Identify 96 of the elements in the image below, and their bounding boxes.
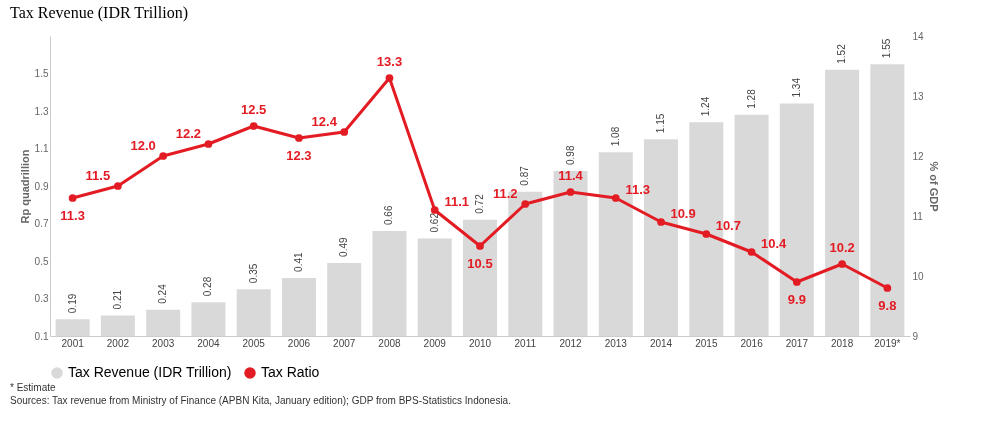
x-tick-label: 2016	[740, 337, 764, 349]
data-label: 12.2	[175, 126, 202, 141]
point	[883, 284, 892, 292]
point	[657, 218, 665, 226]
point	[249, 122, 258, 130]
y2-tick-label: 11	[912, 210, 924, 222]
point	[114, 182, 122, 190]
x-tick-label: 2014	[649, 337, 673, 349]
data-label: 1.24	[700, 96, 712, 117]
point	[702, 230, 711, 238]
y2-tick-label: 13	[912, 90, 925, 102]
source-note: Sources: Tax revenue from Ministry of Finance (APBN Kita, January edition); GDP from BPS-Statistics Indonesia.	[10, 395, 511, 406]
data-label: 10.4	[760, 236, 787, 251]
point	[204, 140, 213, 148]
point	[385, 74, 394, 82]
x-tick-label: 2019*	[874, 337, 901, 349]
point	[295, 134, 303, 142]
data-label: 1.55	[881, 38, 893, 59]
point	[792, 278, 801, 286]
x-tick-label: 2007	[333, 337, 356, 349]
data-label: 0.28	[202, 276, 214, 297]
data-label: 0.98	[564, 145, 576, 165]
data-label: 11.4	[558, 168, 584, 183]
data-label: 1.52	[836, 43, 848, 64]
data-label: 0.21	[111, 289, 123, 310]
x-tick-label: 2009	[423, 337, 447, 349]
point	[476, 242, 484, 250]
data-label: 12.0	[130, 138, 156, 153]
point	[340, 128, 349, 136]
data-label: 11.2	[492, 186, 518, 201]
data-label: 10.9	[670, 206, 696, 221]
data-label: 0.19	[66, 293, 78, 314]
data-label: 9.8	[878, 298, 897, 313]
y-tick-label: 0.3	[34, 293, 49, 304]
y2-tick-label: 14	[912, 30, 925, 42]
x-tick-label: 2003	[152, 337, 175, 349]
data-label: 12.5	[241, 102, 267, 117]
x-tick-label: 2013	[604, 337, 628, 349]
data-label: 9.9	[787, 292, 806, 307]
data-label: 1.15	[655, 113, 667, 134]
point	[838, 260, 846, 268]
chart-title: Tax Revenue (IDR Trillion)	[10, 4, 188, 22]
data-label: 11.1	[444, 194, 470, 209]
x-tick-label: 2018	[830, 337, 854, 349]
x-tick-label: 2008	[378, 337, 402, 349]
point	[159, 152, 168, 160]
x-tick-label: 2011	[514, 337, 537, 349]
data-label: 12.4	[311, 114, 338, 129]
data-label: 0.49	[338, 236, 350, 257]
data-label: 10.5	[467, 256, 493, 271]
y2-tick-label: 12	[912, 150, 925, 162]
point	[611, 194, 620, 202]
y-tick-label: 0.9	[34, 180, 49, 192]
x-tick-label: 2017	[785, 337, 809, 349]
y-tick-label: 0.1	[34, 330, 49, 342]
point	[521, 200, 530, 208]
x-tick-label: 2004	[197, 337, 220, 349]
y-tick-label: 1.3	[34, 105, 49, 117]
data-label: 1.08	[609, 126, 621, 147]
data-label: 0.87	[519, 165, 531, 186]
data-label: 10.2	[829, 240, 855, 255]
point	[68, 194, 77, 202]
data-label: 13.3	[376, 54, 403, 69]
data-label: 0.35	[247, 263, 259, 284]
x-tick-label: 2001	[61, 337, 85, 349]
x-tick-label: 2005	[242, 337, 266, 349]
data-label: 0.62	[428, 212, 440, 233]
data-label: 1.28	[745, 88, 757, 109]
y-tick-label: 1.5	[34, 68, 49, 79]
y-tick-label: 0.7	[34, 218, 49, 229]
data-label: 11.5	[85, 168, 111, 183]
text: * Estimate	[10, 382, 57, 393]
data-label: 11.3	[625, 182, 651, 197]
legend-label: Tax Revenue (IDR Trillion)	[68, 364, 232, 380]
y2-axis-title: % of GDP	[927, 161, 940, 212]
y-tick-label: 0.5	[34, 255, 49, 267]
y-axis-title: Rp quadrillion	[18, 149, 31, 224]
legend-label: Tax Ratio	[261, 364, 320, 380]
data-label: 0.24	[157, 283, 169, 304]
x-tick-label: 2010	[468, 337, 492, 349]
data-label: 11.3	[60, 208, 85, 223]
x-tick-label: 2012	[559, 337, 583, 349]
point	[566, 188, 575, 196]
data-label: 12.3	[286, 148, 312, 163]
data-label: 10.7	[715, 218, 741, 233]
x-tick-label: 2015	[695, 337, 718, 349]
x-tick-label: 2006	[287, 337, 311, 349]
data-label: 0.72	[474, 193, 485, 214]
data-label: 0.66	[383, 205, 395, 225]
y2-tick-label: 9	[912, 330, 919, 342]
y-tick-label: 1.1	[34, 143, 49, 154]
y2-tick-label: 10	[912, 270, 925, 282]
point	[747, 248, 756, 256]
data-label: 0.41	[292, 251, 304, 272]
x-tick-label: 2002	[106, 337, 130, 349]
data-label: 1.34	[790, 77, 802, 98]
